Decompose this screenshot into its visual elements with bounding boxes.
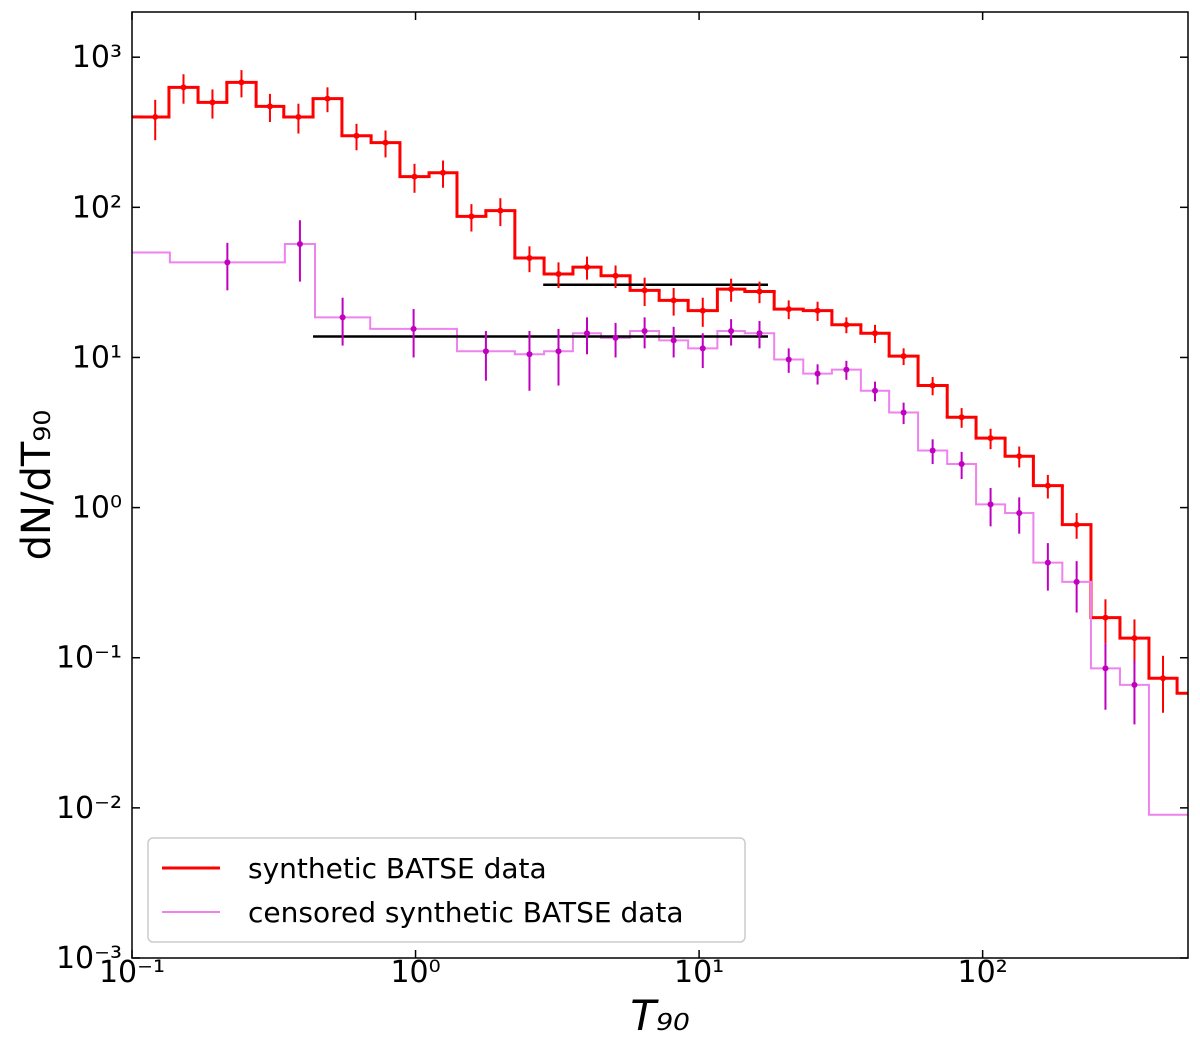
data-point xyxy=(612,272,619,279)
data-point xyxy=(958,414,965,421)
data-point xyxy=(929,447,936,454)
data-point xyxy=(411,173,418,180)
data-point xyxy=(1102,614,1109,621)
data-point xyxy=(468,213,475,220)
series xyxy=(132,80,1188,695)
data-point xyxy=(526,351,533,358)
data-point xyxy=(224,259,231,266)
data-point xyxy=(843,366,850,373)
x-tick-label: 10⁰ xyxy=(390,955,440,990)
data-point xyxy=(583,330,590,337)
data-point xyxy=(180,84,187,91)
data-point xyxy=(339,314,346,321)
data-point xyxy=(382,139,389,146)
data-point xyxy=(324,95,331,102)
data-point xyxy=(756,288,763,295)
data-point xyxy=(785,306,792,313)
data-point xyxy=(1016,510,1023,517)
data-point xyxy=(641,287,648,294)
plot-frame xyxy=(131,11,1189,959)
data-point xyxy=(641,328,648,335)
data-point xyxy=(1131,681,1138,688)
legend-label: synthetic BATSE data xyxy=(248,852,547,885)
data-point xyxy=(482,348,489,355)
data-point xyxy=(555,270,562,277)
y-tick-label: 10⁰ xyxy=(72,491,122,526)
data-point xyxy=(440,169,447,176)
data-point xyxy=(583,264,590,271)
x-axis-label: T₉₀ xyxy=(630,991,689,1040)
data-point xyxy=(900,409,907,416)
data-point xyxy=(1044,559,1051,566)
data-point xyxy=(410,325,417,332)
y-axis-label: dN/dT₉₀ xyxy=(14,410,60,561)
data-point xyxy=(728,286,735,293)
data-point xyxy=(756,330,763,337)
data-point xyxy=(987,501,994,508)
data-point xyxy=(814,370,821,377)
y-tick-label: 10⁻² xyxy=(56,791,122,826)
data-point xyxy=(295,113,302,120)
data-point xyxy=(699,307,706,314)
data-point xyxy=(1160,675,1167,682)
data-point xyxy=(929,382,936,389)
data-point xyxy=(1073,521,1080,528)
legend: synthetic BATSE data censored synthetic B… xyxy=(147,837,746,943)
y-tick-label: 10⁻³ xyxy=(56,941,122,976)
data-point xyxy=(871,387,878,394)
data-point xyxy=(699,345,706,352)
data-point xyxy=(238,79,245,86)
data-point xyxy=(353,132,360,139)
y-tick-label: 10² xyxy=(72,190,122,225)
data-point xyxy=(555,348,562,355)
data-point xyxy=(728,328,735,335)
data-point xyxy=(900,353,907,360)
data-point xyxy=(612,334,619,341)
data-point xyxy=(497,207,504,214)
data-point xyxy=(1131,635,1138,642)
data-point xyxy=(1016,453,1023,460)
legend-box xyxy=(147,837,746,943)
data-point xyxy=(1073,578,1080,585)
x-tick-label: 10² xyxy=(958,955,1008,990)
data-point xyxy=(526,254,533,261)
data-point xyxy=(843,321,850,328)
y-tick-label: 10⁻¹ xyxy=(56,641,122,676)
data-point xyxy=(296,240,303,247)
data-point xyxy=(1102,665,1109,672)
data-point xyxy=(958,461,965,468)
legend-label: censored synthetic BATSE data xyxy=(248,896,684,929)
y-tick-label: 10³ xyxy=(72,40,122,75)
data-point xyxy=(814,307,821,314)
series xyxy=(132,242,1188,816)
data-point xyxy=(152,113,159,120)
data-point xyxy=(266,103,273,110)
data-point xyxy=(785,356,792,363)
data-point xyxy=(670,297,677,304)
data-point xyxy=(987,435,994,442)
plot-area xyxy=(132,70,1188,816)
x-tick-label: 10⁻¹ xyxy=(99,955,165,990)
x-tick-label: 10¹ xyxy=(674,955,724,990)
data-point xyxy=(670,337,677,344)
y-tick-label: 10¹ xyxy=(72,340,122,375)
data-point xyxy=(871,330,878,337)
data-point xyxy=(1044,482,1051,489)
data-point xyxy=(209,99,216,106)
